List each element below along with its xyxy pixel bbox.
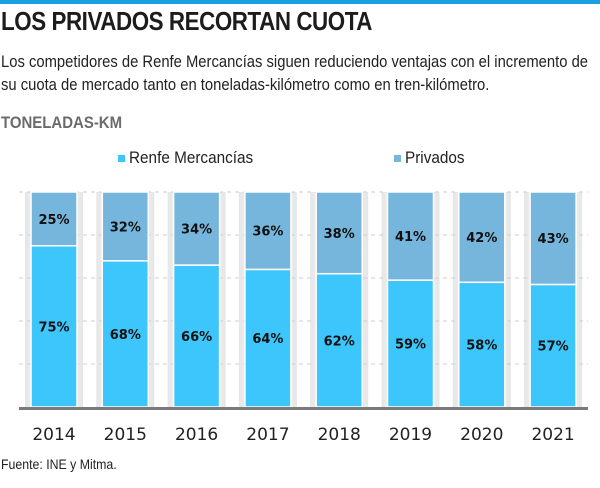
data-label-renfe-2019: 59% xyxy=(395,338,426,353)
chart-title: LOS PRIVADOS RECORTAN CUOTA xyxy=(1,6,373,36)
legend-item-privados: Privados xyxy=(394,148,471,168)
data-label-renfe-2014: 75% xyxy=(38,320,69,335)
x-tick-label-2019: 2019 xyxy=(389,425,432,445)
bar-renfe-2019 xyxy=(386,279,435,408)
x-tick-label-2017: 2017 xyxy=(246,425,289,445)
x-axis-baseline xyxy=(19,407,588,410)
legend-swatch-privados xyxy=(394,154,401,162)
bar-privados-2021 xyxy=(529,191,577,286)
bar-privados-2020 xyxy=(458,191,506,284)
legend-swatch-renfe xyxy=(118,154,125,162)
data-label-privados-2015: 32% xyxy=(110,220,141,235)
x-axis: 2014 2015 2016 2017 2018 2019 2020 2021 xyxy=(19,407,588,445)
bar-privados-2017 xyxy=(244,191,292,271)
data-label-renfe-2015: 68% xyxy=(110,328,141,343)
source-note: Fuente: INE y Mitma. xyxy=(1,456,117,472)
data-label-privados-2017: 36% xyxy=(252,225,283,240)
bar-renfe-2016 xyxy=(172,264,221,408)
data-labels: 75% 25% 68% 32% 66% 34% 64% 36% 62% 38% 59% 41% 58% 4… xyxy=(38,213,568,355)
bar-privados-2014 xyxy=(30,191,78,247)
bar-privados-2018 xyxy=(315,191,363,275)
x-tick-label-2018: 2018 xyxy=(318,425,361,445)
data-label-renfe-2018: 62% xyxy=(324,334,355,349)
x-tick-label-2014: 2014 xyxy=(32,425,75,445)
bar-renfe-2014 xyxy=(30,245,78,408)
data-label-privados-2016: 34% xyxy=(181,223,212,238)
data-label-renfe-2020: 58% xyxy=(466,339,497,354)
x-tick-label-2020: 2020 xyxy=(460,425,503,445)
x-tick-label-2016: 2016 xyxy=(175,425,218,445)
top-accent-bar xyxy=(0,0,600,4)
data-label-privados-2014: 25% xyxy=(38,213,69,228)
data-label-privados-2021: 43% xyxy=(538,232,569,247)
legend-label-privados: Privados xyxy=(405,148,465,167)
bar-privados-2016 xyxy=(172,191,221,266)
legend-item-renfe: Renfe Mercancías xyxy=(118,148,267,168)
data-label-renfe-2016: 66% xyxy=(181,330,212,345)
x-tick-label-2021: 2021 xyxy=(531,425,574,445)
legend-label-renfe: Renfe Mercancías xyxy=(129,148,254,167)
bar-privados-2015 xyxy=(101,191,150,262)
bar-privados-2019 xyxy=(386,191,435,281)
data-label-privados-2019: 41% xyxy=(395,230,426,245)
bar-renfe-2020 xyxy=(458,281,506,408)
data-label-renfe-2021: 57% xyxy=(538,340,569,355)
data-label-privados-2018: 38% xyxy=(324,227,355,242)
bars xyxy=(30,191,577,408)
chart-subtitle: Los competidores de Renfe Mercancías sig… xyxy=(1,52,589,94)
section-label: TONELADAS-KM xyxy=(1,113,123,132)
x-tick-label-2015: 2015 xyxy=(104,425,147,445)
data-label-renfe-2017: 64% xyxy=(252,332,283,347)
data-label-privados-2020: 42% xyxy=(466,231,497,246)
